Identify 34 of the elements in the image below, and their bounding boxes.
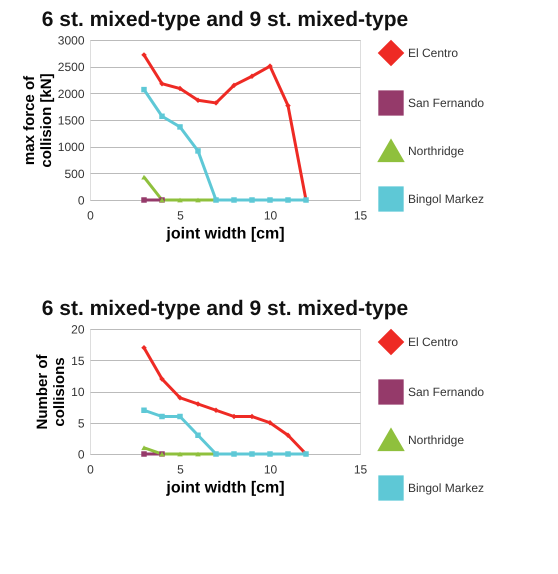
y-tick-label: 2500: [58, 60, 85, 74]
x-axis-title: joint width [cm]: [165, 480, 285, 496]
x-tick-label: 15: [354, 208, 368, 222]
legend-label: El Centro: [408, 46, 458, 60]
y-tick-label: 500: [64, 166, 85, 181]
y-tick-label: 0: [78, 448, 85, 462]
y-tick-label: 10: [71, 385, 85, 399]
y-tick-label: 5: [78, 416, 85, 430]
y-tick-label: 2000: [58, 86, 85, 101]
x-tick-label: 5: [177, 462, 184, 476]
y-tick-label: 15: [71, 354, 85, 368]
y-tick-label: 1500: [58, 114, 85, 128]
x-tick-label: 0: [87, 208, 94, 222]
y-tick-label: 20: [71, 322, 85, 336]
y-tick-label: 0: [78, 194, 85, 208]
x-tick-label: 0: [87, 462, 94, 476]
x-axis-title: joint width [cm]: [165, 226, 285, 242]
text: El Centro: [408, 335, 458, 349]
x-tick-label: 10: [264, 462, 278, 476]
legend-label: Northridge: [408, 144, 464, 158]
text: Northridge: [408, 433, 464, 447]
x-tick-label: 5: [177, 208, 184, 222]
chart-title: 6 st. mixed-type and 9 st. mixed-type: [42, 297, 408, 320]
text: Bingol Markez: [408, 481, 484, 495]
legend-label: San Fernando: [408, 96, 484, 110]
y-axis-title: Number of collisions: [34, 353, 68, 430]
y-axis-title: max force of collision [kN]: [20, 73, 55, 168]
chart-title: 6 st. mixed-type and 9 st. mixed-type: [42, 8, 408, 31]
y-tick-label: 1000: [58, 140, 85, 154]
x-tick-label: 15: [354, 462, 368, 476]
legend-label: Bingol Markez: [408, 192, 484, 206]
text: San Fernando: [408, 385, 484, 399]
y-tick-label: 3000: [58, 34, 85, 48]
x-tick-label: 10: [264, 208, 278, 222]
